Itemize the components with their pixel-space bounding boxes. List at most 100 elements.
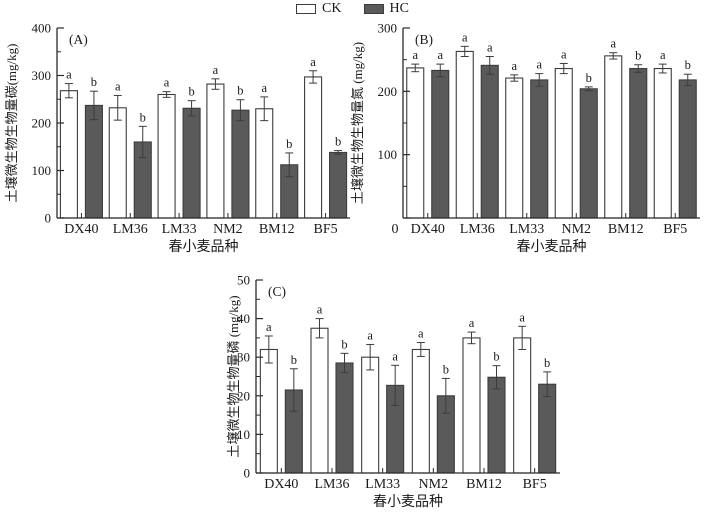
significance-letter: b	[635, 49, 641, 63]
significance-letter: b	[286, 137, 292, 151]
bar-ck-bf5	[653, 67, 672, 219]
category-label: NM2	[419, 477, 449, 492]
significance-letter: a	[266, 320, 272, 334]
bar-hc-nm2	[579, 88, 598, 219]
significance-letter: b	[443, 362, 449, 376]
bar-ck-dx40	[259, 348, 278, 474]
y-tick-label: 20	[237, 388, 250, 403]
significance-letter: a	[660, 48, 666, 62]
legend: CK HC	[0, 2, 705, 16]
y-tick-label: 300	[378, 21, 398, 36]
bar-ck-nm2	[411, 348, 430, 474]
category-label: DX40	[64, 222, 98, 237]
bar-ck-bm12	[255, 108, 274, 219]
x-axis-title: 春小麦品种	[373, 494, 443, 510]
significance-letter: a	[66, 68, 72, 82]
bar-ck-dx40	[59, 90, 78, 219]
bar-hc-nm2	[231, 109, 250, 219]
y-tick-label: 200	[32, 116, 52, 131]
category-label: LM36	[315, 477, 350, 492]
category-label: LM33	[509, 222, 544, 237]
significance-letter: a	[519, 310, 525, 324]
bar-hc-lm36	[335, 362, 354, 474]
category-label: BF5	[314, 222, 338, 237]
significance-letter: b	[140, 110, 146, 124]
category-label: LM33	[365, 477, 400, 492]
y-tick-label: 200	[378, 84, 398, 99]
legend-item-ck: CK	[296, 1, 342, 16]
category-label: LM36	[460, 222, 495, 237]
bar-hc-dx40	[431, 69, 450, 219]
bar-ck-nm2	[554, 67, 573, 219]
significance-letter: a	[462, 30, 468, 44]
bar-ck-lm36	[108, 107, 127, 219]
category-label: LM36	[113, 222, 148, 237]
y-axis-title: 土壤微生物生物量氮 (mg/kg)	[350, 42, 365, 204]
bar-hc-bf5	[538, 383, 557, 474]
bar-ck-dx40	[406, 67, 425, 219]
category-label: BM12	[259, 222, 295, 237]
significance-letter: a	[310, 55, 316, 69]
panel-tag: (A)	[69, 32, 88, 47]
significance-letter: a	[487, 41, 493, 55]
bar-ck-bm12	[604, 55, 623, 219]
bar-ck-lm33	[505, 77, 524, 219]
y-zero-label: 0	[392, 222, 399, 237]
y-tick-label: 100	[378, 147, 398, 162]
y-tick-label: 0	[45, 211, 52, 226]
significance-letter: a	[610, 37, 616, 51]
significance-letter: b	[685, 58, 691, 72]
bar-hc-lm36	[480, 64, 499, 219]
significance-letter: a	[412, 48, 418, 62]
panel-tag: (B)	[415, 32, 433, 47]
significance-letter: b	[493, 350, 499, 364]
y-tick-label: 400	[32, 21, 52, 36]
bar-ck-lm33	[361, 356, 380, 474]
significance-letter: b	[237, 84, 243, 98]
bar-hc-bm12	[629, 67, 648, 219]
y-tick-label: 40	[237, 311, 250, 326]
bar-hc-bm12	[487, 376, 506, 474]
significance-letter: a	[367, 328, 373, 342]
significance-letter: a	[392, 349, 398, 363]
bar-ck-lm36	[310, 327, 329, 474]
significance-letter: b	[544, 356, 550, 370]
y-tick-label: 300	[32, 68, 52, 83]
ck-swatch-icon	[296, 4, 317, 14]
bar-ck-lm33	[157, 93, 176, 219]
significance-letter: b	[188, 85, 194, 99]
significance-letter: b	[91, 75, 97, 89]
panel-tag: (C)	[268, 284, 286, 299]
panel-a-chart: a a a a a a b b b b b b 0 100 200 300 400 DX40 LM36 LM33 NM2…	[4, 21, 350, 255]
bar-ck-bf5	[304, 76, 323, 219]
y-tick-label: 0	[244, 466, 251, 481]
significance-letter: b	[335, 135, 341, 149]
significance-letter: a	[317, 303, 323, 317]
y-axis-title: 土壤微生物生物量磷 (mg/kg)	[226, 295, 241, 457]
significance-letter: a	[561, 47, 567, 61]
significance-letter: a	[115, 79, 121, 93]
category-label: NM2	[561, 222, 591, 237]
panel-c-chart: a a a a a a b b a b b b 0 10 20 30 40 50 DX40 LM36 LM33 NM2 BM…	[226, 273, 560, 510]
bar-hc-bf5	[678, 79, 697, 219]
significance-letter: a	[511, 59, 517, 73]
significance-letter: b	[341, 337, 347, 351]
significance-letter: a	[469, 316, 475, 330]
bar-ck-nm2	[206, 83, 225, 219]
significance-letter: a	[261, 81, 267, 95]
y-tick-label: 30	[237, 350, 250, 365]
bar-hc-bf5	[329, 151, 348, 219]
y-axis-title: 土壤微生物生物量碳(mg/kg)	[4, 44, 19, 203]
bar-hc-dx40	[84, 104, 103, 219]
significance-letter: a	[536, 58, 542, 72]
y-tick-label: 10	[237, 427, 250, 442]
y-tick-label: 100	[32, 163, 52, 178]
bar-ck-bf5	[513, 337, 532, 474]
x-axis-title: 春小麦品种	[169, 239, 239, 255]
bar-hc-lm33	[530, 79, 549, 219]
legend-label-ck: CK	[322, 1, 342, 16]
significance-letter: b	[586, 71, 592, 85]
category-label: BM12	[608, 222, 644, 237]
panel-b-chart: a a a a a a a a a b b b 100 200 300 0 DX40 LM36 LM33 NM2 BM1…	[350, 21, 700, 255]
